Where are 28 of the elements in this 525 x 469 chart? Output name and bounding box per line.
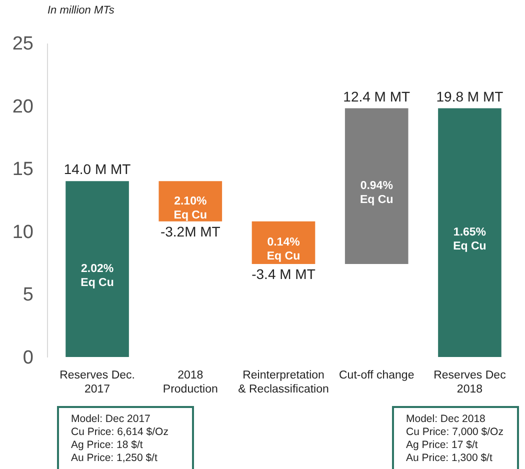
data-label: -3.4 M MT <box>252 266 316 282</box>
data-label: 19.8 M MT <box>436 88 504 104</box>
y-tick-label: 10 <box>12 222 34 243</box>
bar <box>158 181 222 222</box>
annotation: 2.02% Eq Cu <box>80 263 114 290</box>
x-tick-label: Cut-off change <box>338 370 414 382</box>
annotation: 0.14% Eq Cu <box>266 236 300 263</box>
y-tick-label: 15 <box>12 159 34 180</box>
y-axis-title: In million MTs <box>48 4 115 16</box>
annotation: 2.10% Eq Cu <box>174 195 208 222</box>
y-tick-label: 25 <box>12 34 34 54</box>
bar <box>438 108 502 357</box>
bar <box>344 108 408 264</box>
data-label: 12.4 M MT <box>343 88 411 104</box>
x-tick-label: Reserves Dec 2018 <box>434 370 506 396</box>
y-tick-label: 0 <box>22 348 34 368</box>
text: Model: Dec 2017 Cu Price: 6,614 $/Oz Ag Price: 18 $/t Au Price: 1,250 $/t <box>71 413 168 464</box>
annotation: 1.65% Eq Cu <box>453 226 486 253</box>
y-tick-label: 5 <box>22 284 34 306</box>
text: Model: Dec 2018 Cu Price: 7,000 $/Oz Ag Price: 17 $/t Au Price: 1,300 $/t <box>406 413 504 464</box>
y-tick-label: 20 <box>12 96 34 118</box>
bar <box>66 181 129 357</box>
x-tick-label: 2018 Production <box>162 370 218 396</box>
annotation: 0.94% Eq Cu <box>360 180 394 206</box>
data-label: 14.0 M MT <box>64 161 132 178</box>
x-tick-label: Reinterpretation & Reclassification <box>238 370 329 396</box>
data-label: -3.2M MT <box>160 223 221 240</box>
x-tick-label: Reserves Dec. 2017 <box>60 370 135 396</box>
